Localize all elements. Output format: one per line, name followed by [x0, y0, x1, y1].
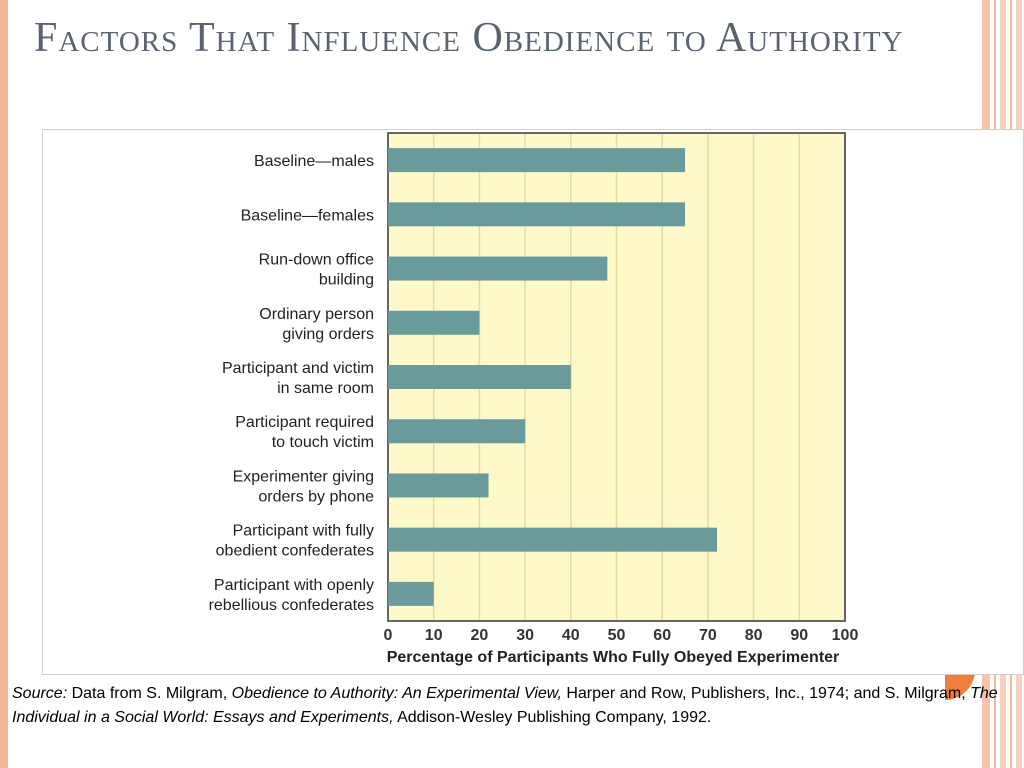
category-label: Participant required: [235, 414, 374, 431]
category-label: Experimenter giving: [233, 468, 374, 485]
x-tick-label: 100: [832, 627, 859, 644]
bar: [388, 419, 526, 444]
category-label: Baseline—males: [254, 153, 374, 170]
category-label: giving orders: [282, 326, 374, 343]
x-tick-label: 80: [745, 627, 763, 644]
category-label: Participant with fully: [233, 523, 374, 540]
bar: [388, 148, 686, 173]
source-part-3: Addison-Wesley Publishing Company, 1992.: [393, 709, 712, 726]
category-label: orders by phone: [258, 488, 374, 505]
category-label: to touch victim: [272, 434, 374, 451]
bar: [388, 527, 718, 552]
left-decorative-rule: [0, 0, 8, 768]
x-tick-label: 70: [699, 627, 717, 644]
category-label: building: [319, 272, 374, 289]
slide-title: Factors That Influence Obedience to Auth…: [34, 15, 904, 61]
x-tick-label: 10: [425, 627, 443, 644]
x-tick-label: 50: [608, 627, 626, 644]
category-label: rebellious confederates: [209, 597, 374, 614]
x-tick-label: 60: [653, 627, 671, 644]
bar: [388, 581, 434, 606]
category-label: Participant with openly: [214, 577, 374, 594]
bar: [388, 473, 489, 498]
x-tick-label: 40: [562, 627, 580, 644]
category-label: in same room: [277, 380, 374, 397]
bar: [388, 310, 480, 335]
x-axis-label: Percentage of Participants Who Fully Obe…: [387, 649, 840, 666]
x-tick-label: 90: [790, 627, 808, 644]
source-part-1: Data from S. Milgram,: [67, 685, 232, 702]
bar-chart: 0 10 20 30 40 50 60 70 80 90 100 Baseline—males Base…: [209, 132, 859, 666]
source-book-2: The Individual in a Social World: Essays…: [12, 685, 998, 726]
bar: [388, 365, 571, 389]
x-tick-label: 30: [516, 627, 534, 644]
x-tick-label: 0: [384, 627, 393, 644]
bar: [388, 202, 686, 227]
bar: [388, 256, 608, 281]
category-label: obedient confederates: [216, 543, 374, 560]
source-part-2: Harper and Row, Publishers, Inc., 1974; …: [561, 685, 971, 702]
x-tick-label: 20: [471, 627, 489, 644]
category-label: Ordinary person: [259, 306, 374, 323]
category-label: Run-down office: [259, 252, 374, 269]
source-citation: Source: Data from S. Milgram, Obedience …: [12, 682, 1012, 730]
category-label: Baseline—females: [241, 207, 374, 224]
category-label: Participant and victim: [222, 360, 374, 377]
chart-frame: 0 10 20 30 40 50 60 70 80 90 100 Baseline—males Base…: [42, 129, 1024, 675]
source-label: Source:: [12, 685, 68, 702]
source-book-1: Obedience to Authority: An Experimental …: [231, 685, 562, 702]
